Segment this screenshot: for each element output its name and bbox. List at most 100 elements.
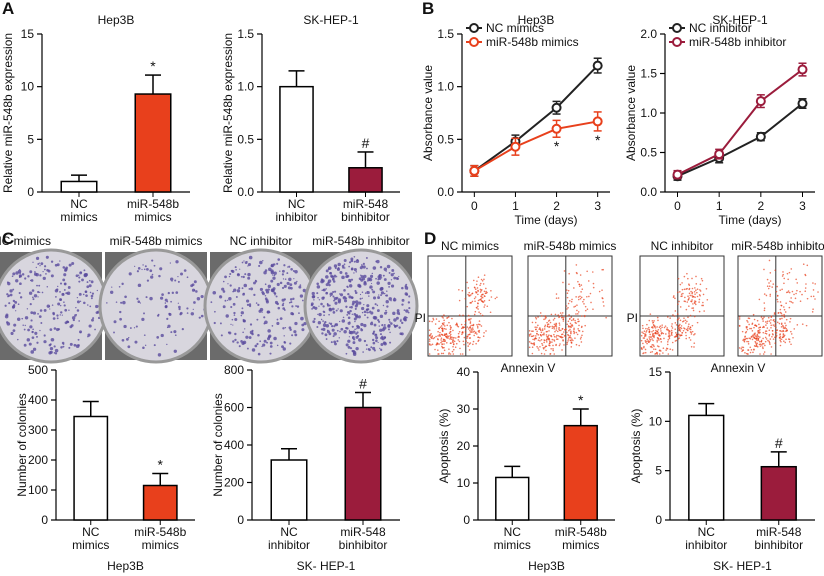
event bbox=[489, 311, 492, 314]
event bbox=[451, 336, 453, 338]
event bbox=[496, 296, 498, 299]
colony bbox=[360, 327, 363, 330]
x-tick-label: NC inhibitor bbox=[267, 525, 311, 552]
event bbox=[470, 301, 472, 304]
event bbox=[762, 331, 765, 334]
event bbox=[551, 338, 554, 341]
event bbox=[773, 320, 776, 323]
event bbox=[653, 336, 655, 339]
colony bbox=[328, 283, 331, 287]
event bbox=[434, 323, 437, 325]
x-tick-label: miR-548 binhibitor bbox=[754, 525, 804, 552]
event bbox=[553, 339, 555, 341]
colony bbox=[328, 266, 332, 270]
event bbox=[553, 328, 556, 330]
event bbox=[440, 337, 443, 340]
event bbox=[785, 330, 787, 333]
event bbox=[751, 323, 754, 325]
event bbox=[467, 345, 470, 347]
event bbox=[682, 329, 685, 332]
colony bbox=[365, 344, 368, 347]
colony bbox=[302, 288, 306, 293]
event bbox=[804, 287, 807, 289]
point bbox=[714, 149, 725, 160]
event bbox=[757, 329, 760, 332]
event bbox=[483, 274, 486, 276]
colony bbox=[386, 290, 388, 292]
colony bbox=[379, 347, 381, 350]
colony bbox=[137, 283, 142, 288]
colony bbox=[90, 294, 94, 298]
y-tick-label: 100 bbox=[28, 483, 48, 497]
y-axis-label: Number of colonies bbox=[211, 393, 225, 496]
colony bbox=[73, 343, 77, 347]
event bbox=[447, 316, 450, 318]
colony bbox=[71, 261, 75, 265]
event bbox=[662, 352, 664, 354]
significance-mark: # bbox=[362, 135, 370, 151]
event bbox=[746, 319, 748, 322]
colony bbox=[196, 297, 201, 301]
flow-title: NC mimics bbox=[441, 239, 499, 253]
colony bbox=[383, 342, 387, 346]
event bbox=[563, 270, 566, 272]
event bbox=[432, 317, 434, 320]
colony bbox=[257, 334, 260, 337]
colony bbox=[341, 319, 346, 323]
colony bbox=[354, 300, 359, 304]
colony bbox=[359, 293, 362, 296]
colony bbox=[65, 292, 68, 295]
event bbox=[786, 329, 788, 331]
event bbox=[582, 300, 584, 303]
event bbox=[544, 325, 546, 328]
colony bbox=[284, 278, 287, 280]
event bbox=[550, 335, 553, 338]
event bbox=[785, 291, 788, 294]
colony bbox=[351, 325, 354, 328]
colony bbox=[33, 294, 38, 298]
colony bbox=[382, 304, 385, 307]
event bbox=[535, 317, 538, 320]
colony bbox=[331, 328, 335, 332]
colony bbox=[363, 339, 367, 343]
colony bbox=[48, 305, 51, 308]
event bbox=[763, 307, 766, 309]
event bbox=[648, 336, 651, 338]
colony bbox=[78, 280, 81, 283]
event bbox=[778, 336, 781, 339]
event bbox=[750, 349, 753, 351]
event bbox=[545, 349, 547, 352]
colony bbox=[316, 292, 319, 295]
event bbox=[452, 345, 454, 348]
event bbox=[668, 336, 671, 338]
event bbox=[765, 330, 768, 332]
event bbox=[769, 338, 772, 340]
event bbox=[441, 343, 443, 345]
colony bbox=[128, 272, 132, 276]
colony bbox=[332, 277, 335, 280]
colony bbox=[36, 284, 38, 287]
event bbox=[559, 343, 561, 345]
bar bbox=[760, 465, 797, 521]
colony bbox=[386, 311, 388, 314]
event bbox=[575, 313, 577, 315]
event bbox=[653, 335, 656, 337]
event bbox=[537, 334, 540, 336]
event bbox=[769, 343, 771, 345]
event bbox=[763, 309, 766, 312]
event bbox=[443, 334, 446, 337]
event bbox=[531, 335, 534, 338]
colony bbox=[158, 274, 161, 278]
colony bbox=[346, 327, 349, 330]
event bbox=[766, 320, 769, 323]
colony bbox=[79, 300, 82, 303]
colony bbox=[404, 318, 407, 322]
colony bbox=[277, 306, 281, 310]
colony bbox=[221, 287, 225, 291]
event bbox=[787, 338, 790, 340]
colony bbox=[257, 352, 261, 356]
y-tick-label: 1.0 bbox=[237, 80, 254, 94]
event bbox=[768, 341, 771, 344]
event bbox=[679, 330, 682, 332]
colony bbox=[153, 344, 156, 347]
